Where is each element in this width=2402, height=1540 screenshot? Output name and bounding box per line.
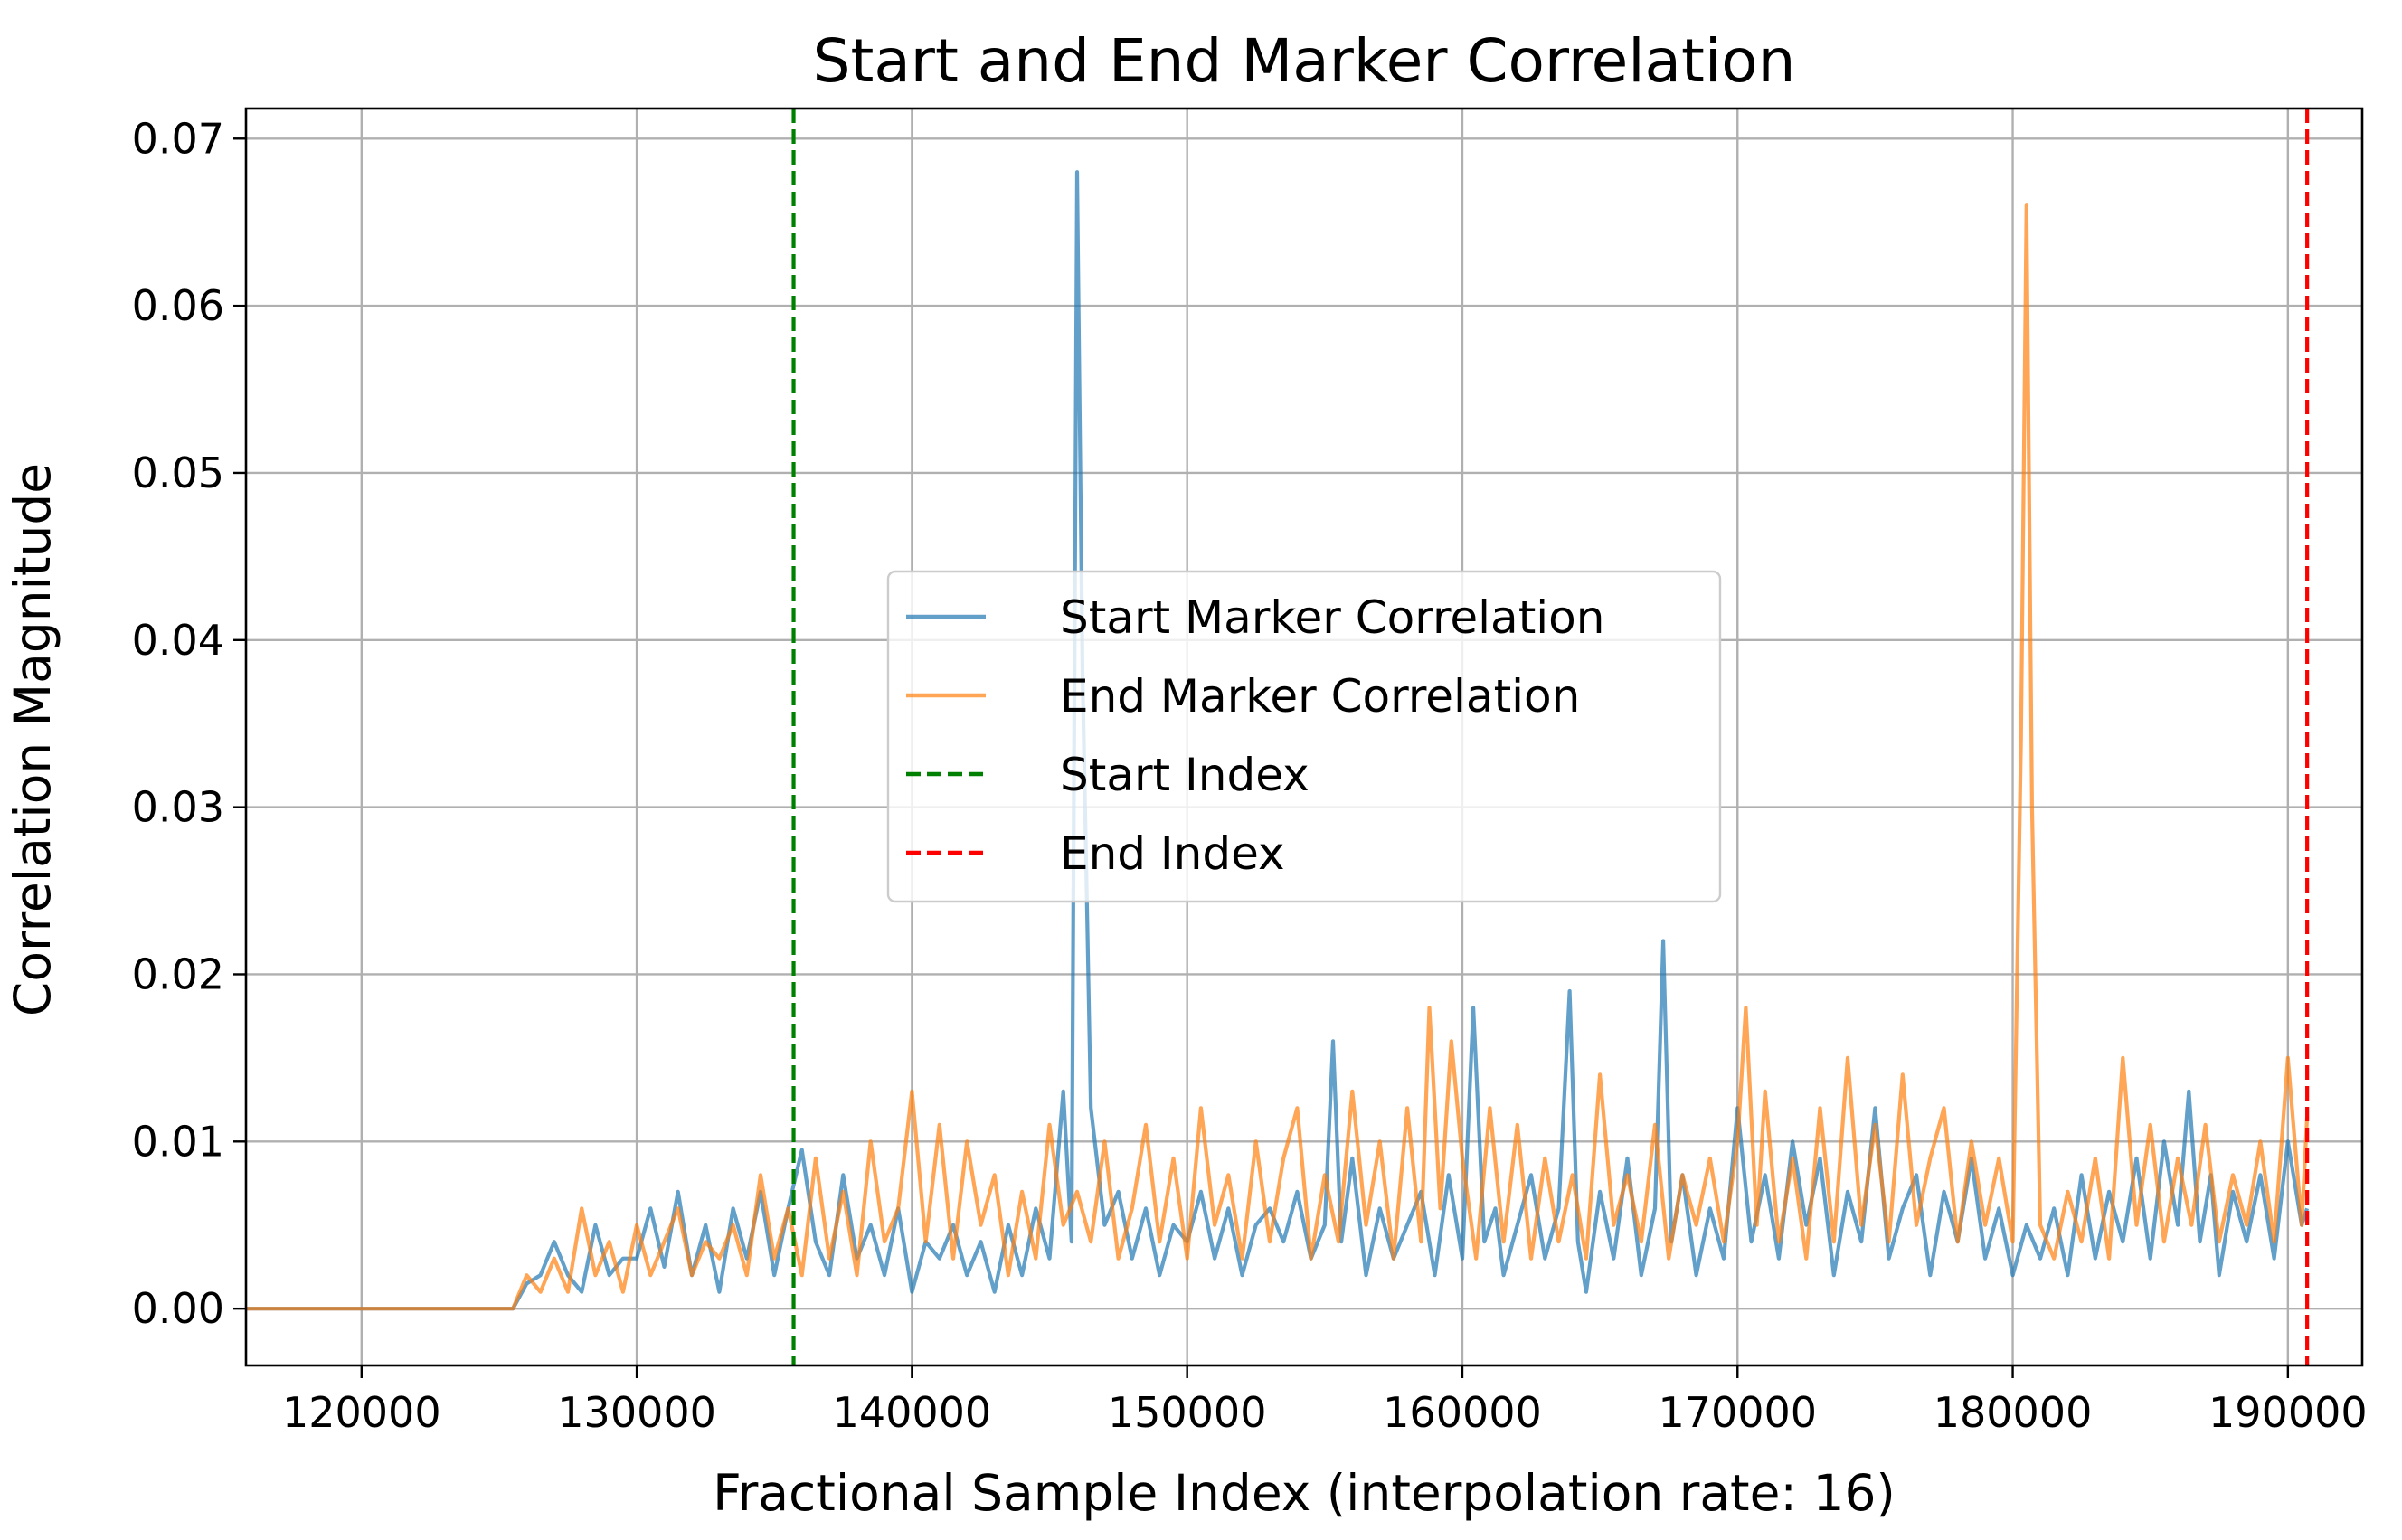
legend-label: End Marker Correlation: [1060, 670, 1580, 723]
legend: Start Marker Correlation End Marker Corre…: [886, 570, 1722, 903]
x-tick-label: 120000: [282, 1388, 441, 1437]
y-tick-label: 0.02: [132, 950, 224, 998]
x-tick-label: 190000: [2208, 1388, 2368, 1437]
x-axis-title: Fractional Sample Index (interpolation r…: [713, 1464, 1896, 1522]
y-tick-label: 0.05: [132, 449, 224, 497]
y-tick-label: 0.04: [132, 616, 224, 665]
x-tick-label: 180000: [1934, 1388, 2093, 1437]
legend-label: Start Marker Correlation: [1060, 591, 1604, 644]
legend-label: Start Index: [1060, 749, 1310, 801]
plot-area: [246, 109, 2310, 1365]
x-tick-label: 140000: [833, 1388, 992, 1437]
grid: [246, 109, 2362, 1365]
y-tick-label: 0.07: [132, 114, 224, 163]
start-marker-correlation-line: [246, 170, 2310, 1311]
chart-title: Start and End Marker Correlation: [813, 26, 1796, 96]
x-tick-label: 150000: [1108, 1388, 1267, 1437]
x-axis: 120000 130000 140000 150000 160000 170000 1800…: [282, 1365, 2368, 1437]
y-tick-label: 0.03: [132, 783, 224, 832]
y-tick-label: 0.00: [132, 1284, 224, 1333]
y-tick-label: 0.06: [132, 281, 224, 330]
y-axis: 0.00 0.01 0.02 0.03 0.04 0.05 0.06 0.07: [132, 114, 246, 1333]
y-axis-title: Correlation Magnitude: [4, 463, 61, 1016]
y-tick-label: 0.01: [132, 1117, 224, 1166]
legend-box: [886, 570, 1722, 903]
end-marker-correlation-line: [246, 203, 2310, 1311]
legend-label: End Index: [1060, 827, 1285, 880]
plot-frame: [244, 107, 2364, 1367]
x-tick-label: 160000: [1383, 1388, 1542, 1437]
x-tick-label: 130000: [557, 1388, 716, 1437]
x-tick-label: 170000: [1658, 1388, 1817, 1437]
